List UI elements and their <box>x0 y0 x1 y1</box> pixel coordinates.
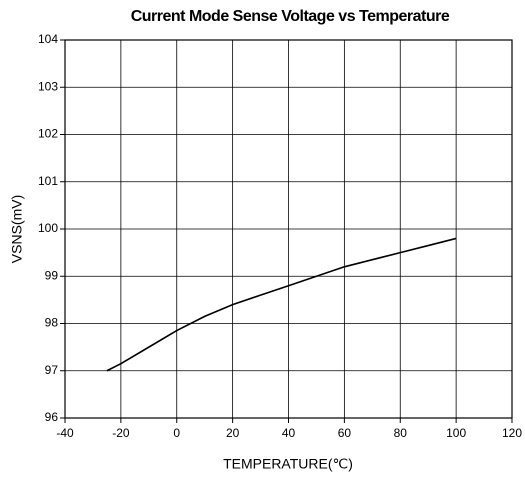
x-axis-title: TEMPERATURE(℃) <box>223 456 353 472</box>
y-tick-label: 98 <box>45 316 59 330</box>
y-axis-title: VSNS(mV) <box>9 195 25 263</box>
x-tick-label: 40 <box>282 426 296 440</box>
data-line <box>106 237 457 372</box>
x-tick-label: 100 <box>446 426 466 440</box>
y-tick-label: 103 <box>38 79 58 93</box>
x-tick-label: 0 <box>173 426 180 440</box>
chart-title: Current Mode Sense Voltage vs Temperatur… <box>131 8 450 25</box>
y-tick-label: 96 <box>45 410 59 424</box>
y-tick-label: 101 <box>38 174 58 188</box>
y-tick-label: 102 <box>38 127 58 141</box>
x-tick-label: -40 <box>56 426 74 440</box>
x-tick-label: 120 <box>502 426 522 440</box>
x-tick-label: -20 <box>112 426 130 440</box>
x-tick-label: 80 <box>394 426 408 440</box>
x-tick-label: 60 <box>338 426 352 440</box>
y-tick-label: 104 <box>38 32 58 46</box>
y-tick-label: 99 <box>45 268 59 282</box>
y-tick-label: 97 <box>45 363 59 377</box>
y-tick-label: 100 <box>38 221 58 235</box>
x-tick-label: 20 <box>226 426 240 440</box>
